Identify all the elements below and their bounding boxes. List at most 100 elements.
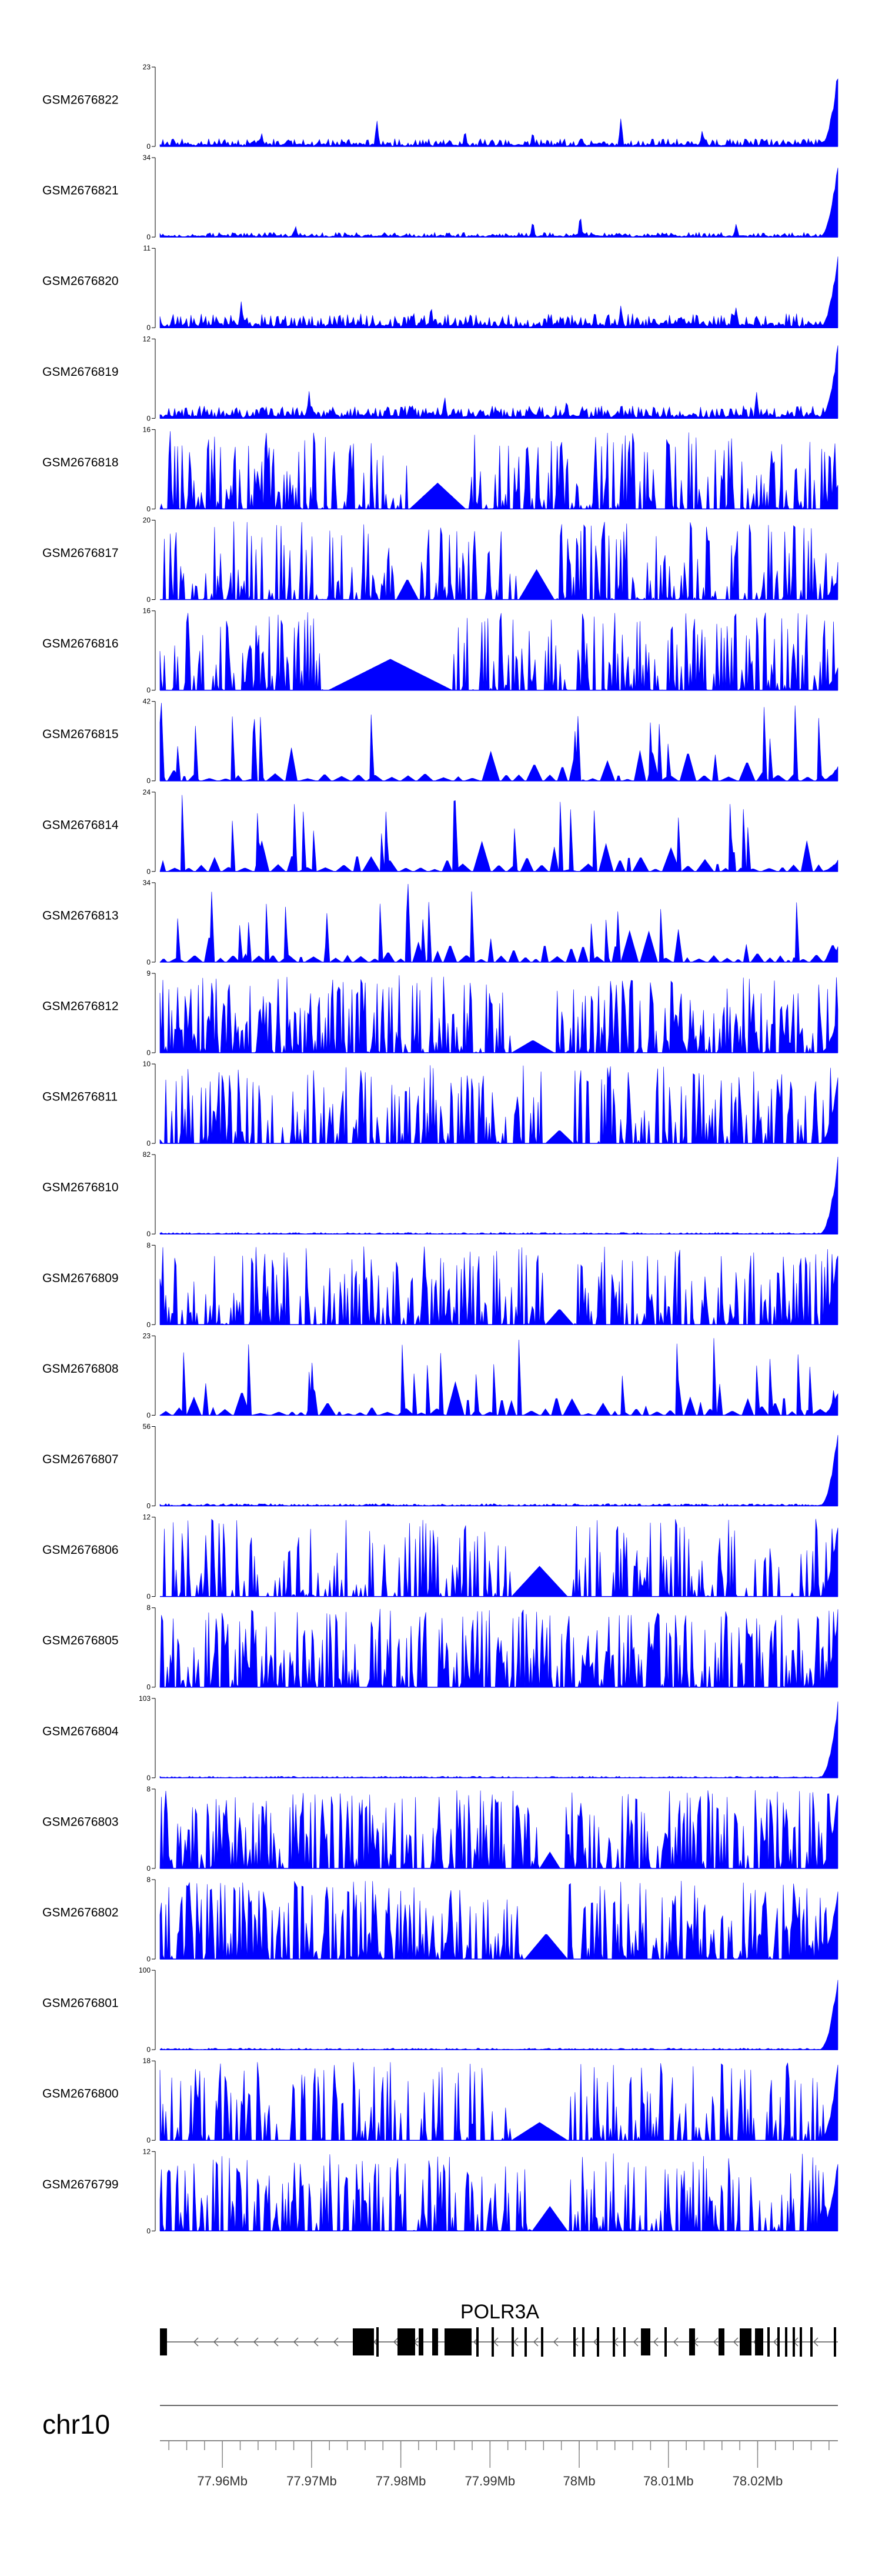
strand-arrow (333, 2337, 339, 2347)
y-axis-zero-label: 0 (146, 867, 151, 876)
track-label: GSM2676807 (42, 1453, 119, 1466)
track-GSM2676801: GSM2676801 100 0 (42, 1966, 838, 2054)
track-label: GSM2676821 (42, 184, 119, 198)
strand-arrow (673, 2337, 679, 2347)
coverage-area (159, 431, 838, 510)
track-label: GSM2676820 (42, 275, 119, 288)
y-axis-zero-label: 0 (146, 1411, 151, 1419)
track-GSM2676820: GSM2676820 11 0 (42, 244, 838, 332)
coverage-area (159, 168, 838, 238)
axis-tick-label: 77.97Mb (286, 2474, 337, 2488)
track-label: GSM2676810 (42, 1181, 119, 1194)
y-axis-zero-label: 0 (146, 414, 151, 422)
track-GSM2676807: GSM2676807 56 0 (42, 1423, 838, 1510)
gene-exon (613, 2327, 615, 2357)
y-axis-zero-label: 0 (146, 2136, 151, 2144)
track-GSM2676805: GSM2676805 8 0 (42, 1604, 838, 1691)
track-GSM2676808: GSM2676808 23 0 (42, 1332, 838, 1419)
gene-exon (476, 2327, 479, 2357)
y-axis-max-label: 8 (146, 1785, 151, 1793)
gene-exon (740, 2328, 751, 2355)
track-label: GSM2676808 (42, 1362, 119, 1376)
coverage-area (159, 345, 838, 419)
gene-exon (777, 2327, 780, 2357)
y-axis-max-label: 18 (143, 2057, 151, 2065)
axis-tick-label: 78.01Mb (643, 2474, 694, 2488)
coverage-area (159, 78, 838, 147)
y-axis-zero-label: 0 (146, 1502, 151, 1510)
track-label: GSM2676813 (42, 909, 119, 922)
gene-exon (160, 2328, 167, 2355)
strand-arrow (213, 2337, 219, 2347)
track-GSM2676814: GSM2676814 24 0 (42, 788, 838, 876)
y-axis-max-label: 8 (146, 1604, 151, 1612)
strand-arrow (593, 2337, 599, 2347)
y-axis-zero-label: 0 (146, 1683, 151, 1691)
coverage-area (159, 612, 838, 691)
track-label: GSM2676799 (42, 2178, 119, 2191)
axis-tick-label: 77.99Mb (465, 2474, 516, 2488)
y-axis-max-label: 11 (143, 244, 151, 252)
track-label: GSM2676819 (42, 365, 119, 379)
gene-exon (524, 2327, 527, 2357)
chromosome-label: chr10 (42, 2409, 110, 2440)
y-axis-zero-label: 0 (146, 2046, 151, 2054)
track-GSM2676815: GSM2676815 42 0 (42, 698, 838, 785)
y-axis-max-label: 12 (143, 335, 151, 343)
strand-arrow (813, 2337, 818, 2347)
gene-exon (541, 2327, 543, 2357)
gene-exon (582, 2327, 584, 2357)
gene-exon (689, 2328, 695, 2355)
track-GSM2676804: GSM2676804 103 0 (42, 1694, 838, 1782)
y-axis-max-label: 24 (143, 788, 151, 796)
gene-track: POLR3A (160, 2301, 838, 2357)
gene-exon (641, 2328, 650, 2355)
track-label: GSM2676806 (42, 1543, 119, 1557)
y-axis-zero-label: 0 (146, 323, 151, 332)
y-axis-zero-label: 0 (146, 1230, 151, 1238)
gene-exon (755, 2328, 763, 2355)
coverage-area (159, 703, 838, 782)
axis-tick-label: 77.98Mb (376, 2474, 426, 2488)
coverage-tracks: GSM2676822230GSM2676821340GSM2676820110G… (42, 63, 838, 2235)
strand-arrow (253, 2337, 259, 2347)
gene-exon (492, 2327, 494, 2357)
coverage-area (159, 1980, 838, 2050)
gene-exon (664, 2327, 667, 2357)
coverage-area (159, 1790, 838, 1869)
coverage-area (159, 2153, 838, 2232)
strand-arrow (533, 2337, 539, 2347)
track-GSM2676822: GSM2676822 23 0 (42, 63, 838, 151)
strand-arrow (233, 2337, 239, 2347)
y-axis-zero-label: 0 (146, 233, 151, 241)
y-axis-zero-label: 0 (146, 596, 151, 604)
strand-arrow (393, 2337, 399, 2347)
y-axis-zero-label: 0 (146, 1864, 151, 1873)
track-label: GSM2676818 (42, 456, 119, 469)
track-GSM2676818: GSM2676818 16 0 (42, 425, 838, 513)
coverage-area (159, 1609, 838, 1688)
track-label: GSM2676802 (42, 1906, 119, 1920)
y-axis-max-label: 34 (143, 154, 151, 162)
gene-exon (353, 2328, 374, 2355)
gene-exon (785, 2327, 787, 2357)
gene-exon (800, 2327, 802, 2357)
coverage-area (159, 1065, 838, 1144)
y-axis-max-label: 8 (146, 1876, 151, 1884)
strand-arrow (773, 2337, 779, 2347)
coverage-area (159, 1435, 838, 1506)
y-axis-zero-label: 0 (146, 1049, 151, 1057)
gene-exon (432, 2328, 438, 2355)
strand-arrow (313, 2337, 319, 2347)
y-axis-max-label: 103 (139, 1694, 151, 1703)
axis-tick-label: 78.02Mb (733, 2474, 783, 2488)
gene-exon (793, 2327, 795, 2357)
gene-exon (512, 2327, 514, 2357)
coverage-area (160, 1519, 838, 1597)
track-label: GSM2676804 (42, 1724, 119, 1738)
y-axis-zero-label: 0 (146, 686, 151, 695)
strand-arrow (653, 2337, 659, 2347)
strand-arrow (273, 2337, 279, 2347)
coverage-area (159, 795, 838, 872)
